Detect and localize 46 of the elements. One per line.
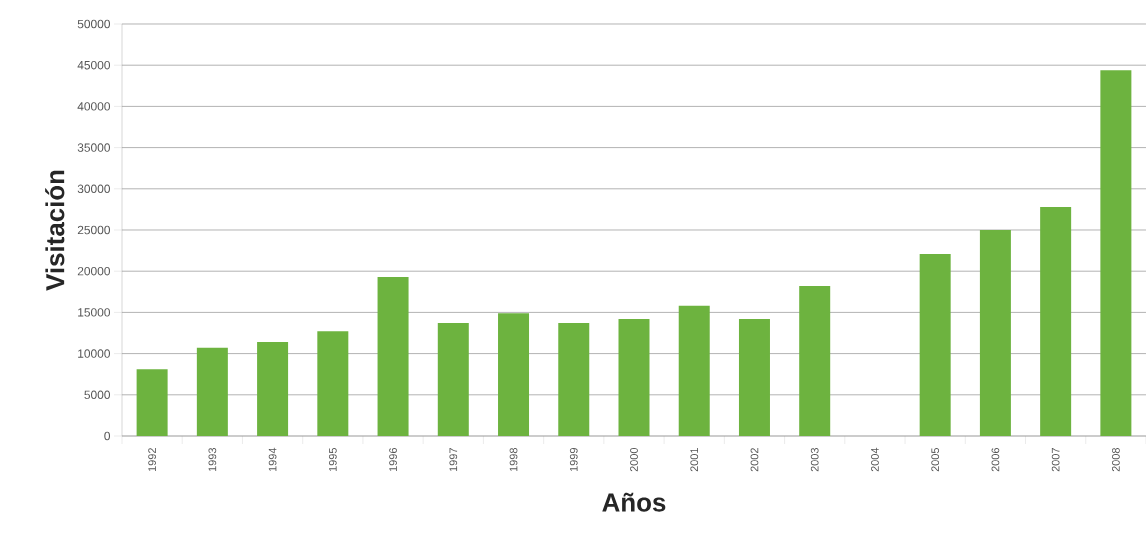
y-axis-title: Visitación	[45, 170, 65, 291]
bar	[257, 342, 289, 436]
x-tick-label: 2003	[810, 448, 819, 472]
y-tick-label: 25000	[77, 225, 111, 235]
y-tick-label: 40000	[77, 102, 111, 111]
bar	[377, 276, 409, 436]
bar	[498, 313, 530, 436]
x-tick-label: 1999	[569, 448, 578, 472]
x-tick-label: 1998	[509, 448, 518, 472]
y-tick-label: 15000	[78, 308, 111, 317]
y-tick-label: 20000	[77, 266, 111, 276]
bar	[799, 286, 831, 436]
x-tick-label: 1996	[389, 448, 397, 472]
x-axis-title: Años	[602, 492, 666, 512]
y-tick-label: 5000	[84, 390, 111, 400]
bar	[919, 253, 951, 436]
x-tick-label: 2002	[750, 448, 759, 472]
y-tick-label: 30000	[77, 184, 111, 194]
bar	[1100, 70, 1132, 436]
x-tick-label: 2005	[931, 447, 940, 472]
x-tick-label: 2007	[1051, 448, 1060, 472]
bar	[196, 347, 228, 436]
x-tick-label: 1993	[208, 448, 217, 472]
y-tick-label: 45000	[77, 60, 111, 70]
bar	[618, 318, 650, 436]
x-tick-label: 2008	[1112, 448, 1120, 472]
x-tick-label: 1995	[328, 447, 337, 472]
y-tick-label: 50000	[77, 19, 111, 29]
x-tick-label: 2004	[871, 447, 879, 472]
x-tick-label: 1997	[449, 448, 458, 472]
x-tick-label: 2001	[690, 448, 699, 472]
y-tick-label: 35000	[77, 143, 111, 152]
x-tick-label: 2000	[630, 447, 638, 472]
x-tick-label: 1992	[148, 448, 156, 472]
bar	[1040, 206, 1072, 436]
bar	[317, 331, 349, 436]
bar	[558, 323, 590, 436]
x-tick-label: 1994	[268, 447, 277, 472]
y-tick-label: 0	[104, 431, 111, 441]
bar	[678, 305, 710, 436]
bar	[979, 230, 1011, 436]
y-tick-label: 10000	[78, 349, 111, 358]
bar	[437, 323, 469, 436]
bar	[136, 369, 168, 436]
x-tick-label: 2006	[991, 448, 1000, 472]
bar	[738, 318, 770, 436]
